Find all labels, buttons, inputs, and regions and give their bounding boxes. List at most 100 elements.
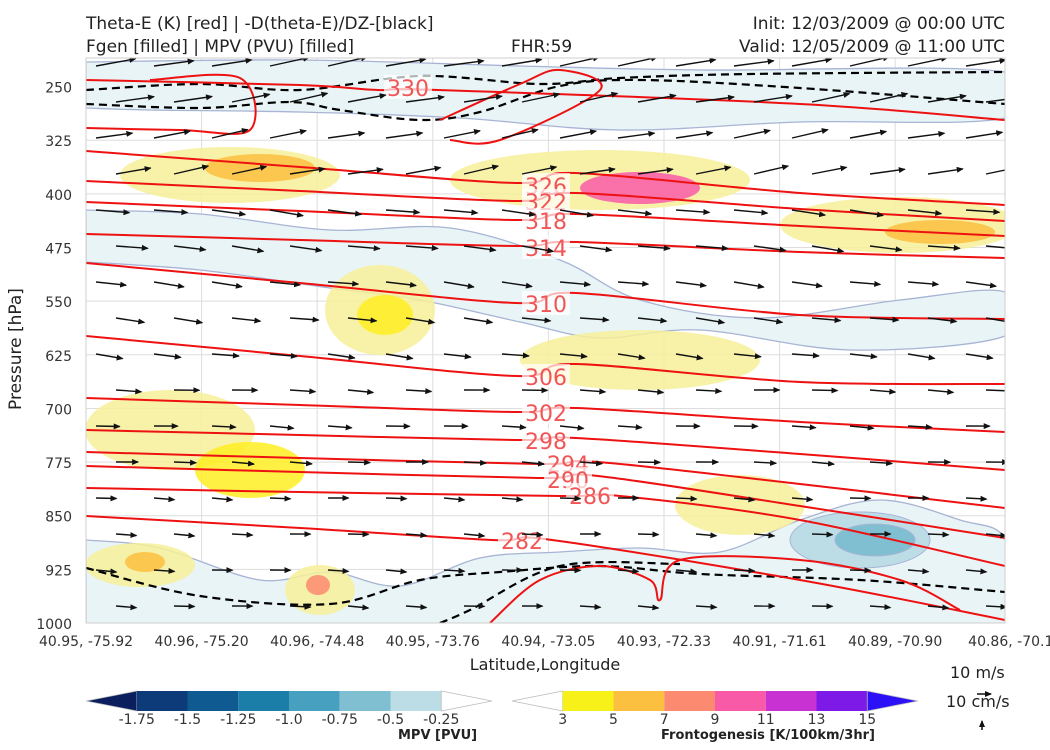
wind-vector xyxy=(463,532,486,539)
wind-vector xyxy=(173,532,196,539)
colorbar-segment xyxy=(289,691,340,711)
wind-vector xyxy=(733,567,756,574)
x-tick-label: 40.86, -70.1 xyxy=(968,634,1050,650)
wind-vector xyxy=(385,58,427,67)
wind-vector xyxy=(579,388,607,395)
wind-vector xyxy=(965,495,988,502)
wind-vector xyxy=(269,424,295,431)
wind-vector xyxy=(733,128,771,139)
wind-vector xyxy=(927,604,950,611)
stability-contours xyxy=(86,70,1005,623)
mpv-colorbar: -1.75 -1.5 -1.25 -1.0 -0.75 -0.5 -0.25 xyxy=(85,690,493,728)
wind-vector xyxy=(173,245,207,253)
wind-vector xyxy=(347,93,387,103)
colorbar-segment xyxy=(765,691,817,711)
wind-vector xyxy=(849,280,882,287)
wind-vector xyxy=(617,353,646,361)
wind-vector xyxy=(559,209,594,218)
stability-contour xyxy=(86,564,1005,606)
wind-vector xyxy=(443,353,472,360)
chart-title-left-1: Theta-E (K) [red] | -D(theta-E)/DZ-[blac… xyxy=(86,14,434,34)
wind-vector xyxy=(405,604,428,611)
colorbar-tick-label: -1.5 xyxy=(174,712,201,728)
wind-vector xyxy=(211,423,237,430)
theta-e-label: 298 xyxy=(525,430,567,455)
wind-vector xyxy=(385,495,408,502)
wind-vector xyxy=(269,58,311,67)
wind-vector xyxy=(443,567,466,574)
vector-key xyxy=(977,691,992,730)
colorbar-tick-label: 9 xyxy=(711,712,720,728)
fgen-region xyxy=(357,295,413,335)
mpv-colorbar-title: MPV [PVU] xyxy=(398,728,478,743)
colorbar-tick-label: -1.0 xyxy=(275,712,302,728)
wind-vector xyxy=(231,92,271,103)
wind-vector xyxy=(269,281,302,288)
wind-vector xyxy=(617,209,653,217)
wind-vector xyxy=(559,129,598,139)
wind-vector xyxy=(579,460,604,467)
wind-vector xyxy=(501,209,537,217)
wind-vector xyxy=(849,209,884,218)
colorbars: -1.75 -1.5 -1.25 -1.0 -0.75 -0.5 -0.25 3 5 7 9 11 13… xyxy=(85,690,919,728)
wind-vector xyxy=(95,423,121,430)
theta-e-label-bg xyxy=(522,400,570,424)
wind-vector xyxy=(269,352,298,359)
wind-vector xyxy=(965,353,994,361)
wind-vector xyxy=(695,387,723,394)
colorbar-segment xyxy=(136,691,188,711)
wind-vector xyxy=(153,496,176,503)
colorbar-tick-label: 3 xyxy=(558,712,567,728)
wind-vector xyxy=(811,92,851,103)
wind-vector xyxy=(791,352,820,359)
wind-vector xyxy=(501,424,527,431)
wind-vector xyxy=(231,164,268,175)
forecast-hour: FHR:59 xyxy=(511,37,573,57)
wind-vector xyxy=(115,604,138,611)
wind-vector xyxy=(95,281,128,288)
wind-vector xyxy=(617,58,659,67)
x-tick-label: 40.96, -74.48 xyxy=(270,634,364,650)
wind-vector xyxy=(907,423,933,430)
wind-vector xyxy=(443,496,466,503)
y-tick-label: 700 xyxy=(45,402,72,418)
wind-vector xyxy=(463,245,497,253)
wind-vector xyxy=(811,387,839,394)
colorbar-segment xyxy=(238,691,289,711)
wind-vector xyxy=(347,388,375,395)
wind-vector xyxy=(695,245,729,252)
wind-vector xyxy=(463,94,503,103)
wind-vector xyxy=(521,245,555,254)
wind-vector xyxy=(985,245,1005,249)
x-tick-label: 40.95, -73.76 xyxy=(386,634,480,650)
theta-e-label: 302 xyxy=(525,402,567,427)
wind-vector xyxy=(327,424,353,431)
wind-vector xyxy=(327,58,368,67)
wind-vector xyxy=(289,245,323,253)
wind-vector xyxy=(637,167,674,175)
wind-vector xyxy=(637,531,660,538)
wind-vector xyxy=(753,93,793,103)
x-tick-label: 40.93, -72.33 xyxy=(617,634,711,650)
wind-vector xyxy=(965,281,997,289)
theta-e-label-bg xyxy=(522,291,570,315)
wind-vector xyxy=(579,603,602,610)
wind-vector xyxy=(327,130,366,139)
wind-vector xyxy=(521,531,544,538)
y-tick-label: 550 xyxy=(45,295,72,311)
wind-vector xyxy=(869,167,906,175)
wind-vector xyxy=(327,280,360,287)
vector-key-horizontal-label: 10 m/s xyxy=(950,663,1005,682)
wind-vector xyxy=(617,568,640,575)
colorbar-tick-label: -0.5 xyxy=(377,712,404,728)
wind-vector xyxy=(95,495,118,502)
wind-vector xyxy=(695,165,732,175)
wind-vector xyxy=(733,209,769,216)
wind-vector xyxy=(811,245,845,254)
wind-vector xyxy=(869,316,900,323)
y-axis-label: Pressure [hPa] xyxy=(6,288,26,410)
theta-e-label: 330 xyxy=(387,77,429,102)
y-tick-label: 250 xyxy=(45,81,72,97)
theta-e-label-bg xyxy=(384,75,432,99)
wind-vector xyxy=(965,568,988,575)
